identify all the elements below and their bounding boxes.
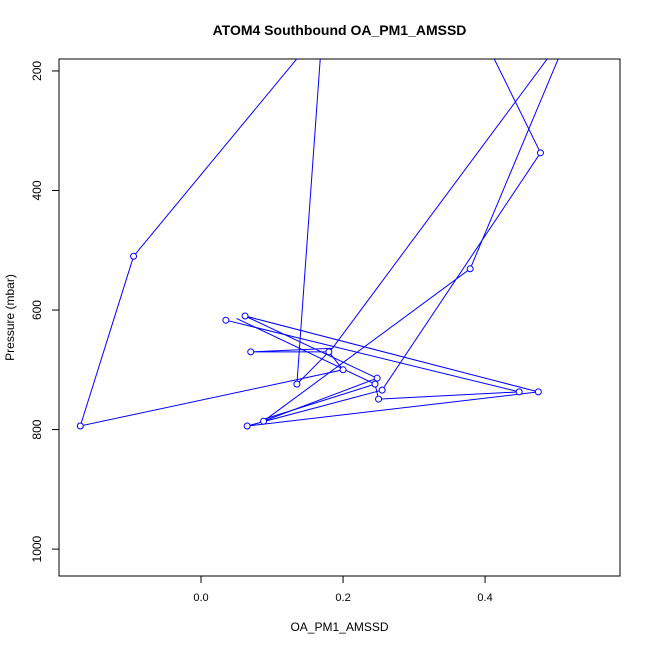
data-point — [260, 417, 268, 425]
data-point — [293, 380, 301, 388]
y-axis: 200 400 600 800 1000 — [30, 61, 59, 562]
y-tick-label: 200 — [30, 61, 44, 81]
data-point — [466, 265, 474, 273]
data-point — [373, 374, 381, 382]
series-line — [244, 59, 559, 427]
y-tick-label: 1000 — [30, 535, 44, 562]
series-line — [296, 59, 321, 385]
y-tick-label: 800 — [30, 419, 44, 439]
data-point — [515, 388, 523, 396]
data-point — [325, 348, 333, 356]
data-point — [130, 252, 138, 260]
series-line — [225, 319, 520, 421]
data-point — [375, 395, 383, 403]
data-point — [534, 388, 542, 396]
data-point — [243, 422, 251, 430]
series-line — [79, 59, 548, 427]
plot-frame — [58, 58, 621, 577]
x-axis: 0.0 0.2 0.4 — [193, 575, 493, 604]
y-tick-label: 600 — [30, 300, 44, 320]
series-line — [236, 317, 376, 385]
data-point — [247, 348, 255, 356]
data-point — [222, 316, 230, 324]
x-axis-label: OA_PM1_AMSSD — [290, 620, 388, 634]
data-point — [378, 386, 386, 394]
x-tick-label: 0.4 — [477, 592, 492, 604]
data-point — [536, 149, 544, 157]
y-tick-label: 400 — [30, 180, 44, 200]
x-tick-label: 0.2 — [335, 592, 350, 604]
data-point — [339, 366, 347, 374]
x-tick-label: 0.0 — [193, 592, 208, 604]
chart-title: ATOM4 Southbound OA_PM1_AMSSD — [213, 22, 467, 38]
y-axis-label: Pressure (mbar) — [3, 274, 17, 361]
data-point — [241, 312, 249, 320]
data-point — [76, 422, 84, 430]
data-point — [371, 380, 379, 388]
plot-area — [76, 59, 559, 430]
